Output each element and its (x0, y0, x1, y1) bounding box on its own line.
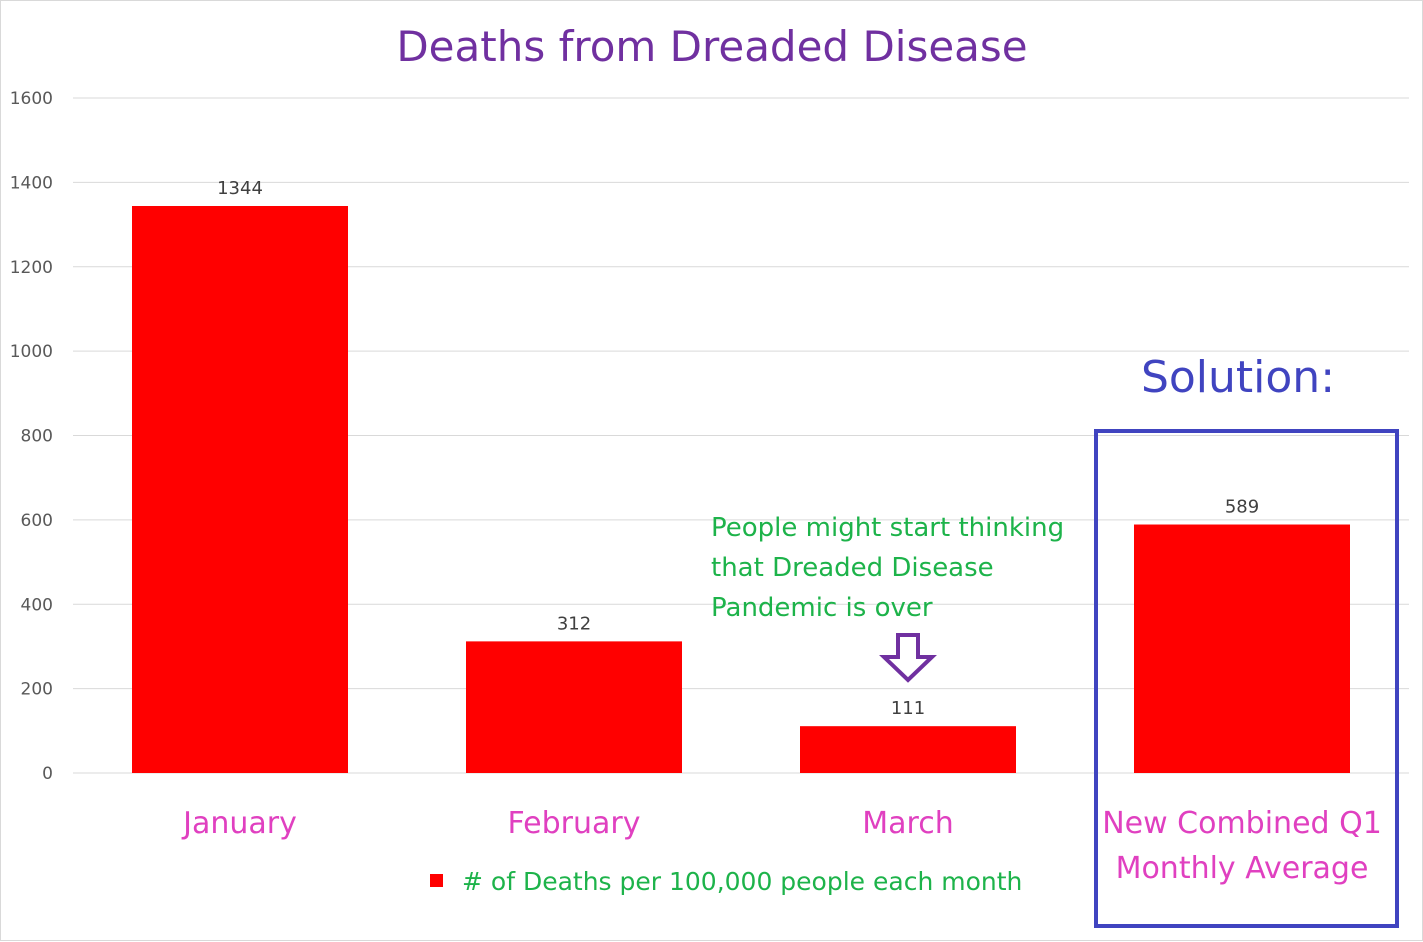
bar (132, 206, 348, 773)
category-label: New Combined Q1 Monthly Average (1102, 806, 1382, 886)
bar (800, 726, 1016, 773)
category-label: March (862, 806, 953, 841)
highlight-box (1094, 429, 1399, 928)
data-label: 111 (891, 698, 925, 719)
solution-highlight: Solution: (1094, 352, 1399, 928)
data-label: 1344 (217, 178, 263, 199)
category-labels: January February March New Combined Q1 Month… (181, 806, 1382, 886)
y-tick-label: 1400 (10, 173, 53, 193)
bar (1134, 524, 1350, 773)
y-tick-label: 800 (21, 427, 53, 447)
annotation: People might start thinking that Dreaded … (711, 513, 1064, 683)
legend-label: # of Deaths per 100,000 people each mont… (462, 867, 1022, 896)
data-label: 312 (557, 613, 591, 634)
legend-swatch (430, 874, 443, 887)
solution-label: Solution: (1141, 352, 1335, 403)
y-tick-label: 1600 (10, 89, 53, 109)
value-labels: 1344 312 111 589 (217, 178, 1259, 719)
category-label: January (181, 806, 297, 841)
bar (466, 641, 682, 773)
y-tick-label: 200 (21, 680, 53, 700)
y-tick-label: 1200 (10, 258, 53, 278)
annotation-text: People might start thinking that Dreaded … (711, 513, 1064, 623)
y-tick-label: 400 (21, 595, 53, 615)
down-arrow-icon (879, 633, 937, 683)
y-tick-label: 600 (21, 511, 53, 531)
data-label: 589 (1225, 497, 1259, 518)
y-tick-label: 1000 (10, 342, 53, 362)
chart-title: Deaths from Dreaded Disease (396, 22, 1027, 71)
bars (132, 206, 1350, 773)
y-tick-label: 0 (42, 764, 53, 784)
category-label: February (508, 806, 641, 841)
y-axis-ticks: 0 200 400 600 800 1000 1200 1400 1600 (10, 89, 53, 784)
legend: # of Deaths per 100,000 people each mont… (430, 867, 1022, 896)
